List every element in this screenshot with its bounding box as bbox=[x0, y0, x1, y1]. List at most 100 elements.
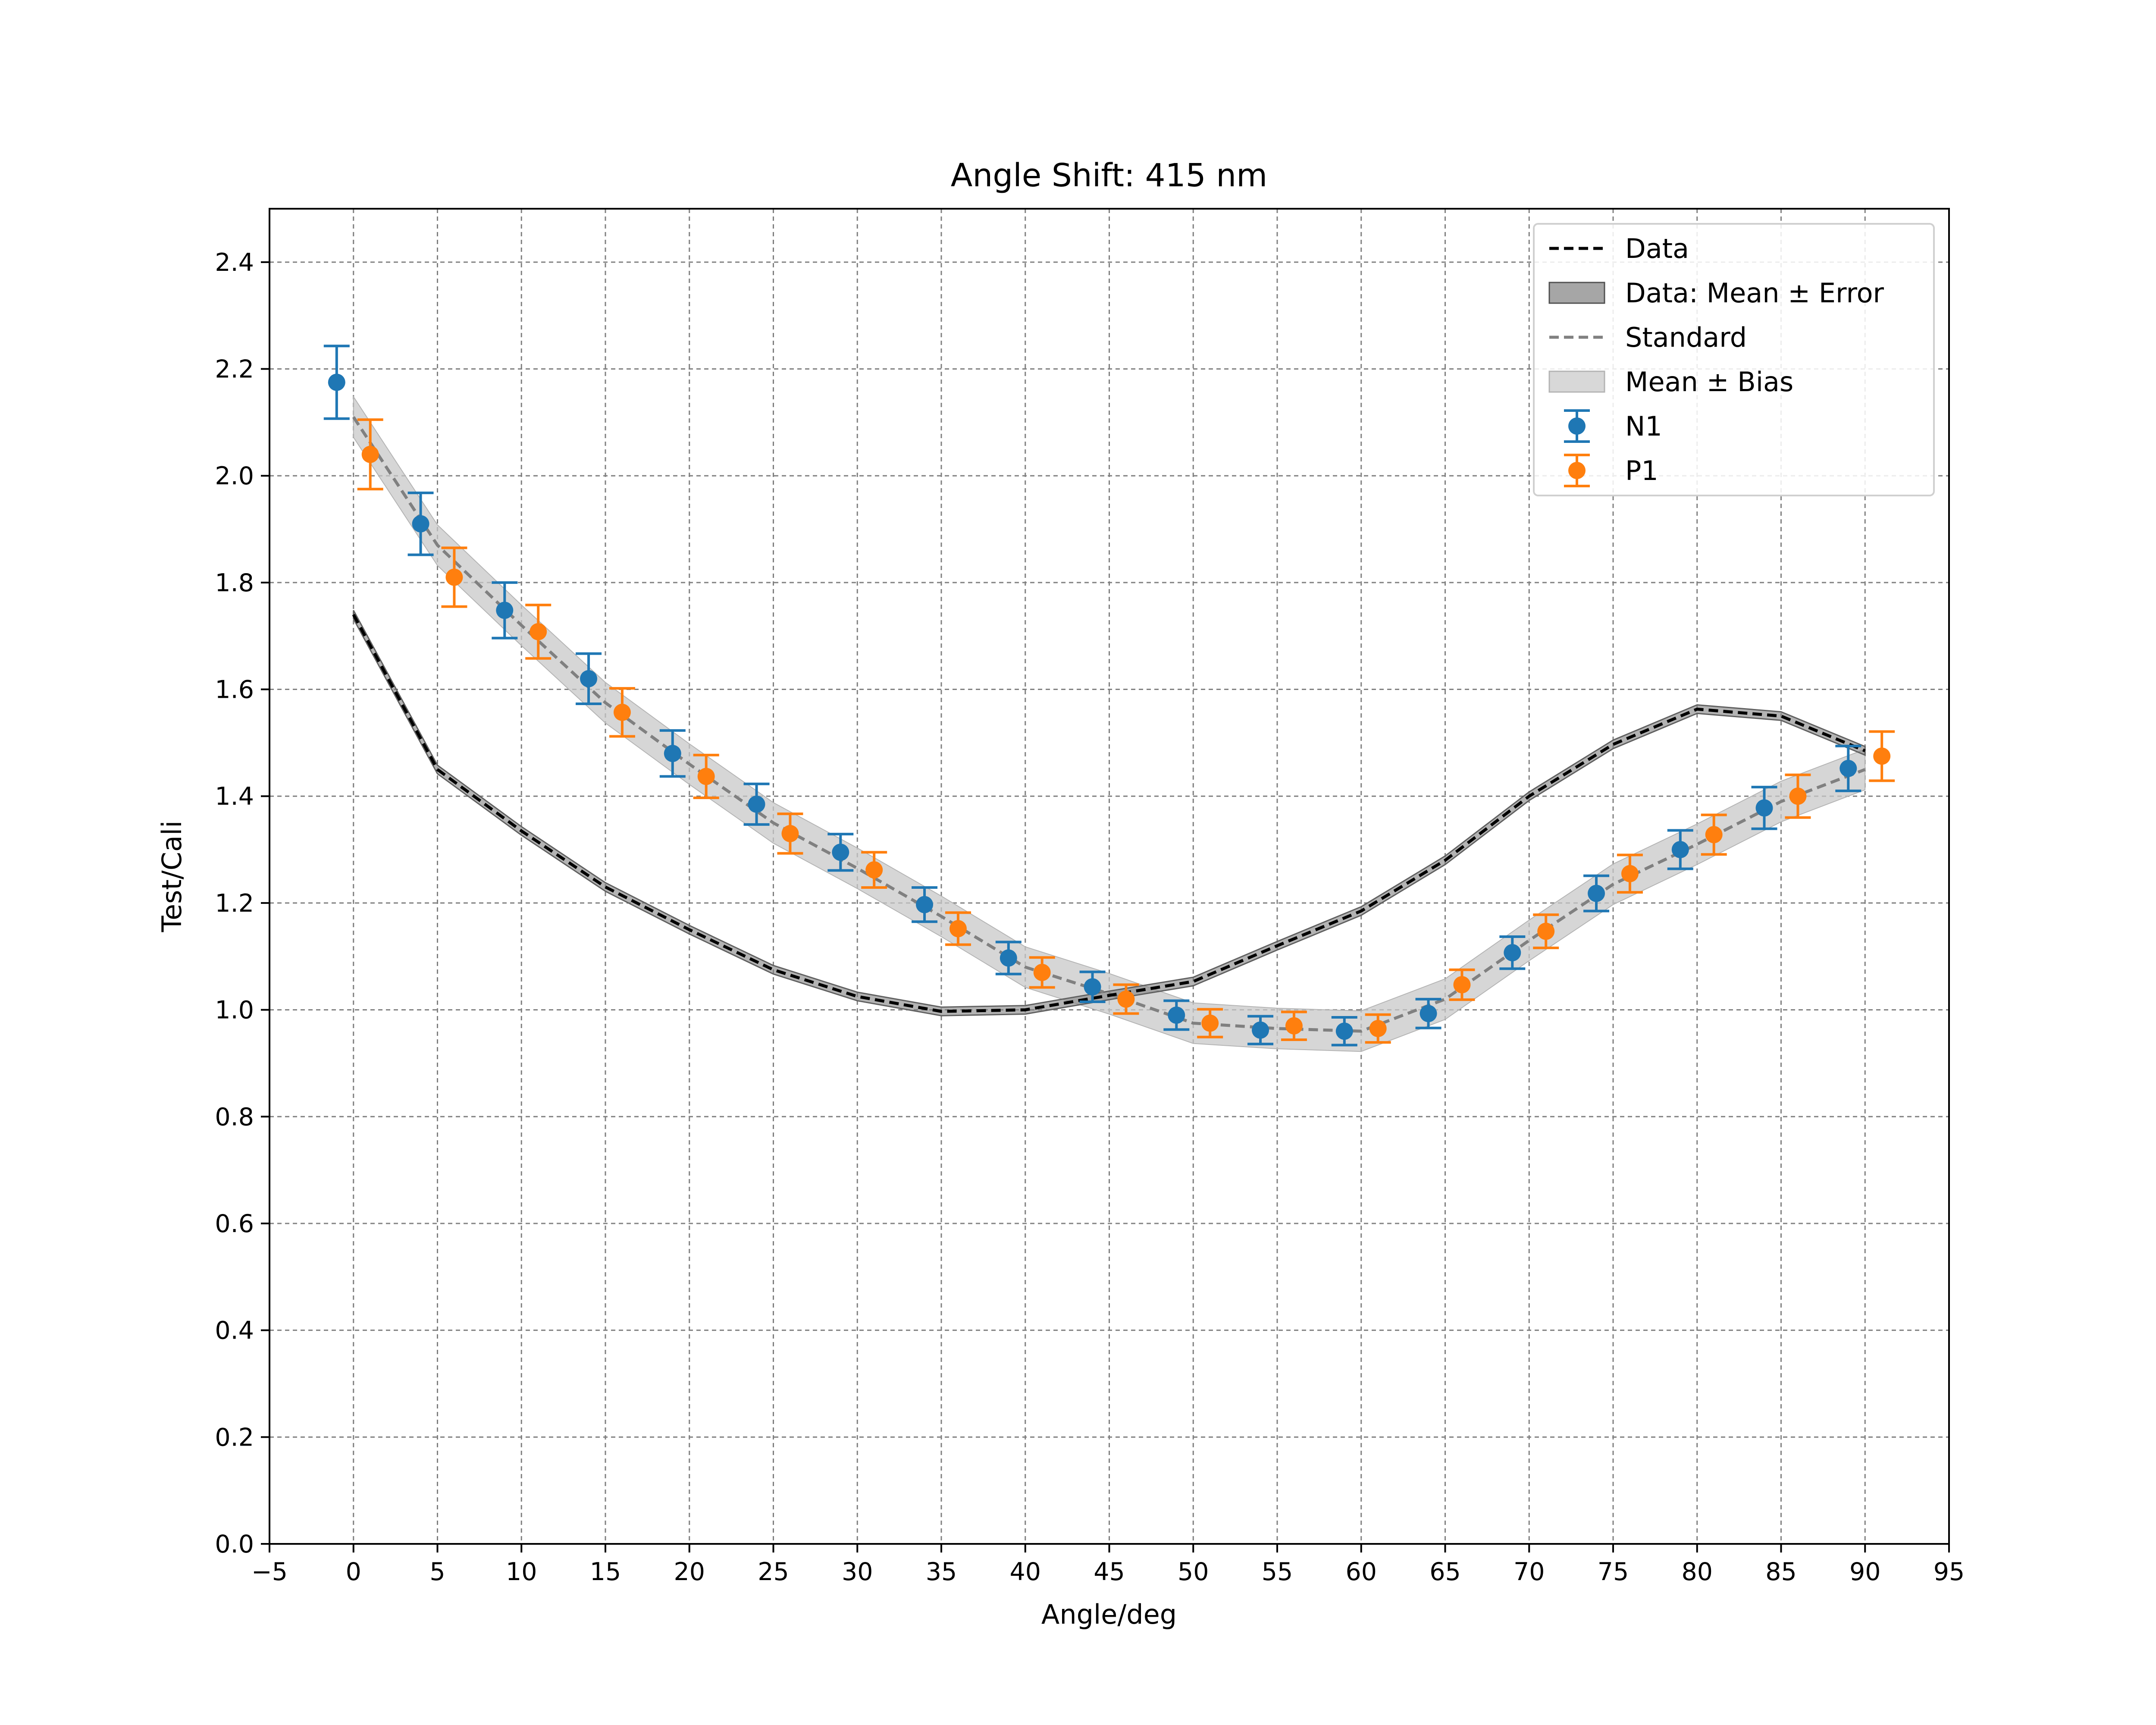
legend-entry-data: Data bbox=[1549, 233, 1689, 264]
x-tick-label: 70 bbox=[1514, 1558, 1545, 1586]
y-tick-label: 1.0 bbox=[215, 996, 254, 1025]
x-tick-label: 85 bbox=[1765, 1558, 1797, 1586]
data-point-n1 bbox=[1504, 944, 1521, 962]
legend-swatch bbox=[1548, 370, 1605, 393]
series-n1 bbox=[323, 345, 1861, 1047]
data-point-n1 bbox=[1839, 759, 1857, 777]
data-point-n1 bbox=[664, 745, 681, 762]
y-tick-label: 1.6 bbox=[215, 676, 254, 704]
x-tick-label: 15 bbox=[590, 1558, 621, 1586]
data-point-p1 bbox=[865, 861, 883, 879]
x-tick-label: 25 bbox=[758, 1558, 789, 1586]
data-point-n1 bbox=[412, 515, 429, 533]
data-point-p1 bbox=[1033, 963, 1051, 981]
data-point-p1 bbox=[949, 920, 967, 938]
x-tick-label: 10 bbox=[506, 1558, 537, 1586]
bands bbox=[353, 395, 1866, 1052]
legend-entry-mean-bias: Mean ± Bias bbox=[1548, 366, 1793, 398]
x-tick-label: −5 bbox=[251, 1558, 288, 1586]
x-tick-label: 5 bbox=[429, 1558, 445, 1586]
x-tick-label: 80 bbox=[1681, 1558, 1713, 1586]
y-tick-label: 0.6 bbox=[215, 1210, 254, 1238]
data-point-p1 bbox=[445, 568, 463, 586]
data-point-n1 bbox=[1084, 978, 1101, 996]
errorbars bbox=[323, 345, 1895, 1047]
data-point-p1 bbox=[1705, 826, 1723, 844]
plot-area bbox=[269, 208, 1950, 1545]
y-tick-label: 1.2 bbox=[215, 889, 254, 918]
data-point-n1 bbox=[832, 844, 849, 861]
data-point-p1 bbox=[781, 825, 799, 842]
x-tick-label: 95 bbox=[1934, 1558, 1965, 1586]
data-point-n1 bbox=[1168, 1006, 1185, 1024]
x-tick-label: 40 bbox=[1009, 1558, 1041, 1586]
legend-label: Standard bbox=[1625, 322, 1747, 353]
y-tick-label: 0.8 bbox=[215, 1103, 254, 1131]
standard-bias-band bbox=[353, 395, 1866, 1052]
y-tick-label: 2.0 bbox=[215, 462, 254, 490]
legend-box bbox=[1533, 223, 1935, 496]
chart-title: Angle Shift: 415 nm bbox=[951, 157, 1268, 194]
y-tick-label: 1.8 bbox=[215, 569, 254, 597]
data-point-p1 bbox=[530, 623, 547, 640]
grid bbox=[270, 209, 1949, 1544]
x-tick-label: 60 bbox=[1345, 1558, 1377, 1586]
x-tick-label: 90 bbox=[1849, 1558, 1881, 1586]
legend-entry-standard: Standard bbox=[1549, 322, 1747, 353]
data-point-p1 bbox=[1369, 1019, 1387, 1037]
data-point-p1 bbox=[1201, 1014, 1219, 1032]
legend-entry-data-mean-error: Data: Mean ± Error bbox=[1548, 277, 1884, 309]
y-tick-label: 0.2 bbox=[215, 1423, 254, 1452]
y-axis: 0.0 0.2 0.4 0.6 0.8 1.0 1.2 1.4 1.6 1.8 2.0 2.2 2.4 bbox=[215, 248, 270, 1559]
data-point-p1 bbox=[1537, 922, 1555, 940]
legend-label: P1 bbox=[1625, 455, 1658, 486]
data-point-n1 bbox=[496, 602, 514, 619]
data-point-n1 bbox=[1335, 1022, 1353, 1040]
y-tick-label: 1.4 bbox=[215, 782, 254, 811]
data-point-p1 bbox=[697, 768, 715, 785]
data-point-n1 bbox=[1420, 1005, 1437, 1022]
x-tick-label: 50 bbox=[1178, 1558, 1209, 1586]
x-tick-label: 35 bbox=[926, 1558, 957, 1586]
y-axis-label: Test/Cali bbox=[156, 821, 188, 933]
data-point-n1 bbox=[748, 795, 765, 813]
y-tick-label: 0.0 bbox=[215, 1530, 254, 1559]
x-tick-label: 20 bbox=[674, 1558, 705, 1586]
data-point-n1 bbox=[1588, 884, 1605, 902]
legend-label: Data: Mean ± Error bbox=[1625, 277, 1884, 309]
y-tick-label: 0.4 bbox=[215, 1317, 254, 1345]
data-point-n1 bbox=[328, 373, 345, 391]
x-tick-label: 65 bbox=[1429, 1558, 1461, 1586]
legend-label: Data bbox=[1625, 233, 1689, 264]
data-point-n1 bbox=[1252, 1021, 1269, 1039]
y-tick-label: 2.4 bbox=[215, 248, 254, 277]
data-point-n1 bbox=[1671, 841, 1689, 859]
data-error-band bbox=[353, 610, 1866, 1016]
legend-label: Mean ± Bias bbox=[1625, 366, 1793, 398]
legend-swatch-marker bbox=[1568, 462, 1586, 479]
legend-entry-p1: P1 bbox=[1564, 454, 1658, 487]
legend-label: N1 bbox=[1625, 411, 1662, 442]
series-p1 bbox=[357, 418, 1895, 1044]
x-tick-label: 0 bbox=[346, 1558, 361, 1586]
x-axis: −5 0 5 10 15 20 25 30 35 40 45 50 55 60 65 70 75 80 85 90 95 bbox=[251, 1544, 1965, 1586]
y-tick-label: 2.2 bbox=[215, 355, 254, 384]
data-line bbox=[352, 614, 1866, 1013]
data-point-p1 bbox=[1117, 990, 1135, 1008]
data-point-n1 bbox=[916, 896, 934, 913]
legend: Data Data: Mean ± Error Standard Mean ± Bia… bbox=[1533, 223, 1935, 496]
legend-swatch bbox=[1548, 282, 1605, 304]
x-tick-label: 55 bbox=[1262, 1558, 1293, 1586]
x-tick-label: 30 bbox=[842, 1558, 873, 1586]
x-tick-label: 75 bbox=[1598, 1558, 1629, 1586]
data-point-p1 bbox=[613, 703, 631, 721]
data-point-p1 bbox=[1453, 976, 1471, 994]
lines bbox=[352, 416, 1866, 1033]
data-point-p1 bbox=[1285, 1017, 1303, 1035]
data-point-n1 bbox=[580, 670, 598, 687]
data-point-p1 bbox=[1621, 865, 1639, 882]
legend-entry-n1: N1 bbox=[1564, 409, 1662, 443]
x-axis-label: Angle/deg bbox=[1041, 1599, 1177, 1630]
data-point-n1 bbox=[1755, 799, 1773, 817]
